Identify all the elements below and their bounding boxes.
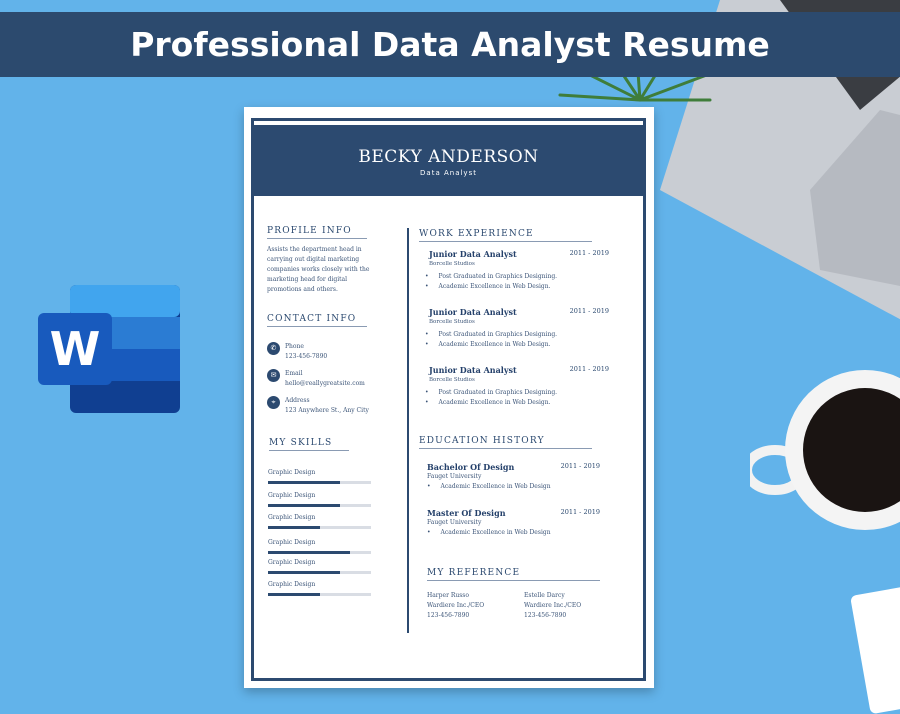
skill-bar (268, 571, 371, 574)
reference-heading: MY REFERENCE (427, 568, 600, 581)
job-title: Junior Data Analyst (429, 365, 517, 375)
banner-title: Professional Data Analyst Resume (0, 12, 900, 77)
job-years: 2011 - 2019 (569, 307, 609, 315)
degree-title: Master Of Design (427, 508, 506, 518)
skill-label: Graphic Design (268, 539, 316, 546)
work-item: Junior Data Analyst 2011 - 2019 Borcelle S… (429, 365, 609, 408)
job-bullet: Academic Excellence in Web Design. (425, 340, 609, 350)
email-icon: ✉ (267, 369, 280, 382)
contact-label: Phone (285, 343, 304, 350)
word-letter: W (50, 322, 101, 376)
job-years: 2011 - 2019 (569, 249, 609, 257)
job-company: Borcelle Studios (429, 377, 475, 383)
reference-org: Wardiere Inc./CEO (427, 602, 485, 609)
work-item: Junior Data Analyst 2011 - 2019 Borcelle S… (429, 307, 609, 350)
skills-heading: MY SKILLS (269, 438, 349, 451)
skill-bar (268, 481, 371, 484)
contact-value: hello@reallygreatsite.com (285, 380, 365, 387)
coffee-cup-decoration (750, 370, 900, 530)
education-item: Master Of Design 2011 - 2019 Fauget Univer… (427, 508, 600, 538)
contact-email: ✉ Email hello@reallygreatsite.com (267, 369, 365, 389)
education-heading: EDUCATION HISTORY (419, 436, 592, 449)
degree-school: Fauget University (427, 473, 482, 480)
job-company: Borcelle Studios (429, 261, 475, 267)
candidate-name: BECKY ANDERSON (358, 147, 539, 167)
skill-label: Graphic Design (268, 559, 316, 566)
skill-item: Graphic Design (268, 468, 371, 484)
skill-bar (268, 551, 371, 554)
skill-item: Graphic Design (268, 513, 371, 529)
location-icon: ⌖ (267, 396, 280, 409)
job-bullet: Post Graduated in Graphics Designing. (425, 272, 609, 282)
skill-label: Graphic Design (268, 514, 316, 521)
job-title: Junior Data Analyst (429, 307, 517, 317)
word-icon: W (38, 285, 180, 413)
skill-bar-fill (268, 526, 320, 529)
phone-icon: ✆ (267, 342, 280, 355)
job-bullet: Post Graduated in Graphics Designing. (425, 388, 609, 398)
skill-bar-fill (268, 571, 341, 574)
candidate-role: Data Analyst (420, 169, 477, 177)
reference-phone: 123-456-7890 (427, 612, 470, 619)
contact-heading: CONTACT INFO (267, 314, 367, 327)
column-divider (407, 228, 409, 633)
contact-label: Address (285, 397, 310, 404)
job-company: Borcelle Studios (429, 319, 475, 325)
job-bullet: Post Graduated in Graphics Designing. (425, 330, 609, 340)
skill-bar-fill (268, 481, 341, 484)
contact-address: ⌖ Address 123 Anywhere St., Any City (267, 396, 369, 416)
degree-title: Bachelor Of Design (427, 462, 515, 472)
reference-item: Harper Russo Wardiere Inc./CEO 123-456-789… (427, 591, 484, 621)
skill-bar-fill (268, 504, 341, 507)
skill-bar (268, 526, 371, 529)
degree-school: Fauget University (427, 519, 482, 526)
skill-label: Graphic Design (268, 469, 316, 476)
education-item: Bachelor Of Design 2011 - 2019 Fauget Univ… (427, 462, 600, 492)
job-years: 2011 - 2019 (569, 365, 609, 373)
page-frame (251, 118, 646, 681)
skill-item: Graphic Design (268, 491, 371, 507)
profile-text: Assists the department head in carrying … (267, 246, 370, 293)
job-bullet: Academic Excellence in Web Design. (425, 282, 609, 292)
notebook-decoration (850, 585, 900, 714)
skill-bar-fill (268, 593, 320, 596)
reference-phone: 123-456-7890 (524, 612, 567, 619)
reference-name: Harper Russo (427, 592, 469, 599)
degree-years: 2011 - 2019 (560, 462, 600, 470)
job-bullet: Academic Excellence in Web Design. (425, 398, 609, 408)
skill-item: Graphic Design (268, 538, 371, 554)
reference-name: Estelle Darcy (524, 592, 565, 599)
skill-item: Graphic Design (268, 558, 371, 574)
skill-bar (268, 593, 371, 596)
contact-value: 123 Anywhere St., Any City (285, 407, 369, 414)
degree-bullet: Academic Excellence in Web Design (427, 528, 600, 538)
degree-bullet: Academic Excellence in Web Design (427, 482, 600, 492)
skill-label: Graphic Design (268, 581, 316, 588)
skill-bar (268, 504, 371, 507)
skill-bar-fill (268, 551, 351, 554)
job-title: Junior Data Analyst (429, 249, 517, 259)
reference-org: Wardiere Inc./CEO (524, 602, 582, 609)
work-item: Junior Data Analyst 2011 - 2019 Borcelle S… (429, 249, 609, 292)
contact-value: 123-456-7890 (285, 353, 328, 360)
resume-page: BECKY ANDERSON Data Analyst PROFILE INFO… (244, 107, 654, 688)
skill-item: Graphic Design (268, 580, 371, 596)
degree-years: 2011 - 2019 (560, 508, 600, 516)
contact-label: Email (285, 370, 303, 377)
profile-heading: PROFILE INFO (267, 226, 367, 239)
work-heading: WORK EXPERIENCE (419, 229, 592, 242)
resume-header: BECKY ANDERSON Data Analyst (251, 125, 646, 196)
reference-item: Estelle Darcy Wardiere Inc./CEO 123-456-78… (524, 591, 581, 621)
skill-label: Graphic Design (268, 492, 316, 499)
contact-phone: ✆ Phone 123-456-7890 (267, 342, 327, 362)
